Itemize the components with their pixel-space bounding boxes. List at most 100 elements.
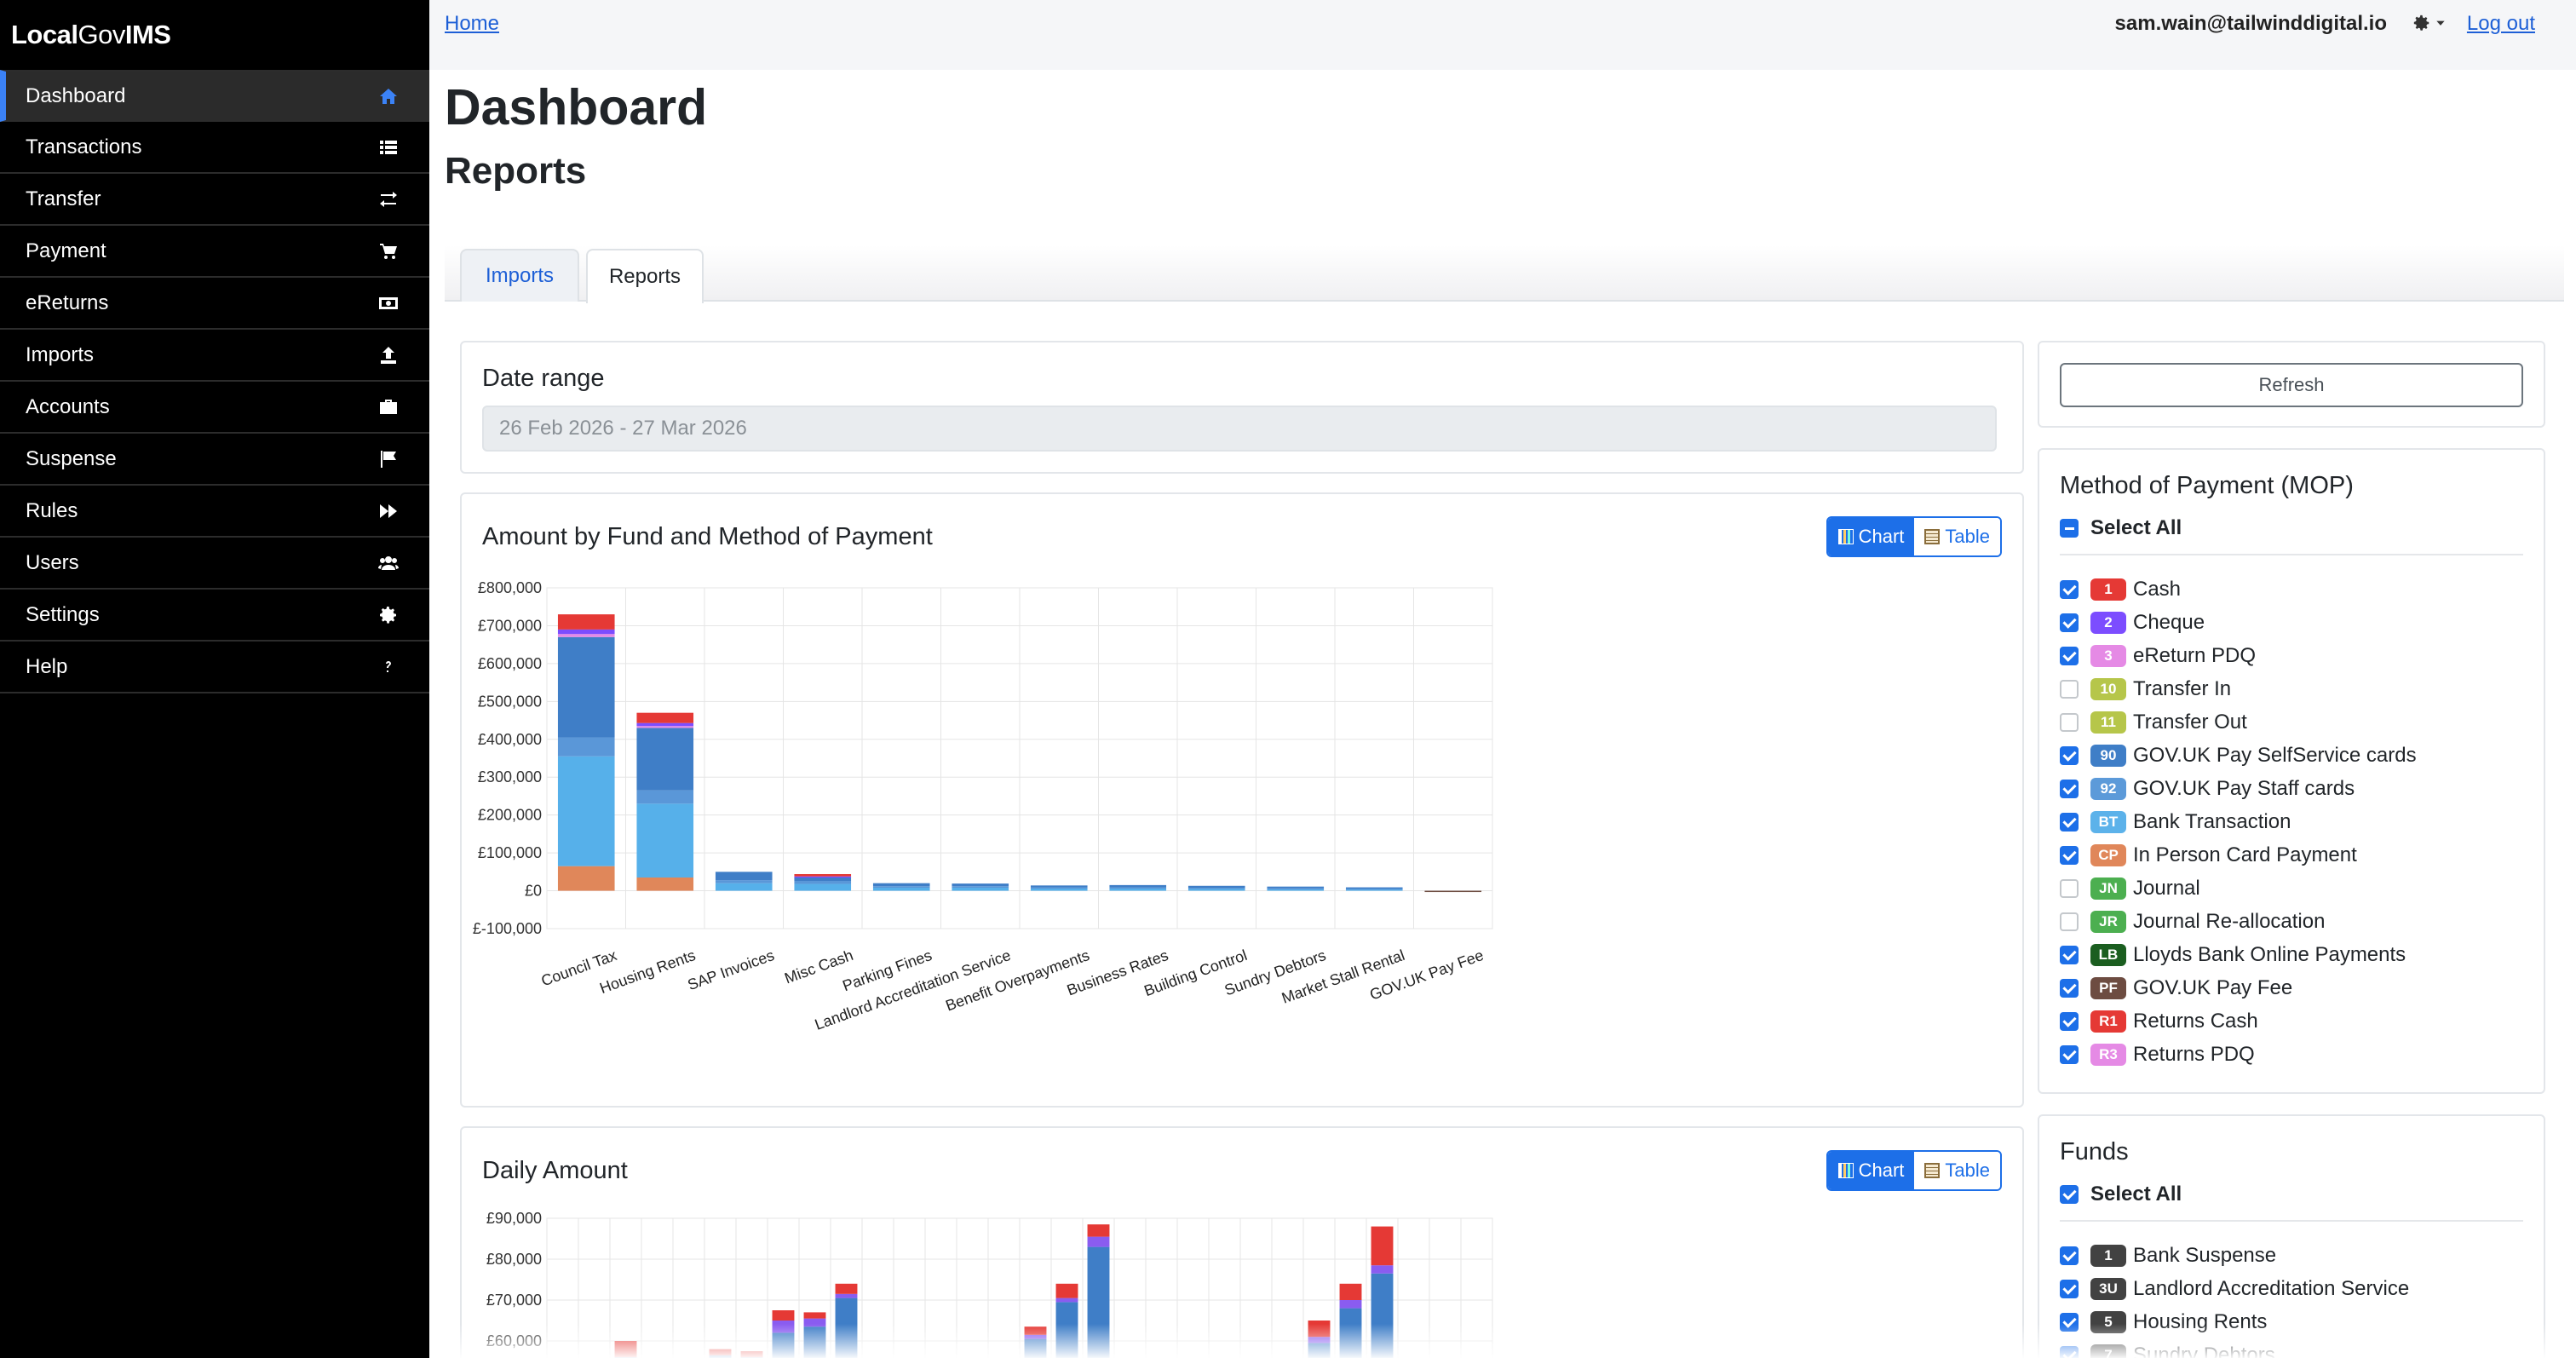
mop-option[interactable]: 92 GOV.UK Pay Staff cards	[2060, 774, 2355, 804]
home-link[interactable]: Home	[445, 12, 500, 35]
bar-segment	[1424, 890, 1482, 893]
code-badge: 3U	[2090, 1278, 2126, 1300]
option-checkbox[interactable]	[2060, 680, 2079, 699]
option-checkbox[interactable]	[2060, 912, 2079, 931]
users-icon	[378, 555, 399, 570]
bar-segment	[1109, 888, 1167, 891]
sidebar-item-dashboard[interactable]: Dashboard	[0, 70, 429, 122]
bar-segment	[772, 1310, 795, 1321]
option-checkbox[interactable]	[2060, 1012, 2079, 1031]
sidebar-item-payment[interactable]: Payment	[0, 226, 429, 278]
bar-segment	[715, 883, 773, 891]
y-tick-label: £90,000	[486, 1210, 542, 1227]
table-view-button-daily[interactable]: Table	[1914, 1152, 2000, 1189]
sidebar-item-label: Transactions	[26, 135, 142, 158]
option-checkbox[interactable]	[2060, 647, 2079, 665]
mop-option[interactable]: LB Lloyds Bank Online Payments	[2060, 940, 2406, 970]
chart-view-button[interactable]: Chart	[1827, 518, 1915, 555]
sidebar-item-settings[interactable]: Settings	[0, 590, 429, 642]
bar-segment	[1267, 889, 1325, 891]
option-checkbox[interactable]	[2060, 1280, 2079, 1298]
gear-icon	[380, 606, 396, 624]
code-badge: BT	[2090, 811, 2126, 833]
mop-filter-title: Method of Payment (MOP)	[2060, 472, 2354, 499]
bar-segment	[557, 614, 615, 630]
sidebar-item-imports[interactable]: Imports	[0, 330, 429, 382]
bar-segment	[835, 1293, 858, 1298]
select-all-label: Select All	[2090, 516, 2182, 539]
code-badge: 3	[2090, 645, 2126, 667]
option-checkbox[interactable]	[2060, 713, 2079, 732]
option-checkbox[interactable]	[2060, 879, 2079, 898]
mop-option[interactable]: 11 Transfer Out	[2060, 707, 2247, 738]
mop-option[interactable]: CP In Person Card Payment	[2060, 840, 2357, 871]
option-checkbox[interactable]	[2060, 1246, 2079, 1265]
sidebar-item-help[interactable]: Help	[0, 642, 429, 693]
gear-icon	[2413, 14, 2429, 31]
refresh-button[interactable]: Refresh	[2060, 363, 2523, 407]
funds-option[interactable]: 1 Bank Suspense	[2060, 1240, 2276, 1271]
code-badge: 10	[2090, 678, 2126, 700]
logout-link[interactable]: Log out	[2466, 12, 2535, 35]
sidebar-item-accounts[interactable]: Accounts	[0, 382, 429, 434]
sidebar-item-label: Settings	[26, 602, 100, 626]
settings-dropdown[interactable]	[2412, 14, 2447, 32]
brand-part-local: Local	[11, 20, 78, 49]
mop-option[interactable]: R3 Returns PDQ	[2060, 1039, 2255, 1070]
sidebar-item-label: Accounts	[26, 394, 110, 418]
bar-segment	[557, 756, 615, 866]
tab-imports[interactable]: Imports	[460, 249, 579, 302]
flag-icon	[381, 450, 396, 468]
table-view-label: Table	[1945, 1159, 1990, 1181]
sidebar-item-suspense[interactable]: Suspense	[0, 434, 429, 486]
brand-logo[interactable]: Local Gov IMS	[0, 0, 429, 70]
bar-segment	[952, 886, 1009, 888]
option-checkbox[interactable]	[2060, 746, 2079, 765]
option-checkbox[interactable]	[2060, 580, 2079, 599]
chart-view-button-daily[interactable]: Chart	[1827, 1152, 1915, 1189]
y-tick-label: £400,000	[478, 731, 542, 748]
tab-reports[interactable]: Reports	[586, 249, 704, 303]
option-checkbox[interactable]	[2060, 979, 2079, 998]
mop-option[interactable]: PF GOV.UK Pay Fee	[2060, 973, 2292, 1004]
option-checkbox[interactable]	[2060, 780, 2079, 798]
divider	[2060, 554, 2523, 555]
select-all-checkbox[interactable]	[2060, 1185, 2079, 1204]
page-title: Dashboard	[445, 79, 708, 135]
sidebar-item-ereturns[interactable]: eReturns	[0, 278, 429, 330]
date-range-input[interactable]: 26 Feb 2026 - 27 Mar 2026	[482, 406, 1997, 452]
y-tick-label: £600,000	[478, 655, 542, 672]
sidebar-item-rules[interactable]: Rules	[0, 486, 429, 538]
option-checkbox[interactable]	[2060, 613, 2079, 632]
mop-option[interactable]: 2 Cheque	[2060, 607, 2205, 638]
option-label: GOV.UK Pay SelfService cards	[2133, 744, 2417, 767]
option-checkbox[interactable]	[2060, 813, 2079, 831]
mop-option[interactable]: 3 eReturn PDQ	[2060, 641, 2256, 671]
sidebar: Local Gov IMS Dashboard Transactions Transf…	[0, 0, 429, 1358]
chart-view-label: Chart	[1858, 526, 1905, 547]
option-checkbox[interactable]	[2060, 846, 2079, 865]
option-checkbox[interactable]	[2060, 1045, 2079, 1064]
mop-select-all[interactable]: Select All	[2060, 513, 2182, 544]
mop-option[interactable]: JN Journal	[2060, 873, 2200, 904]
funds-select-all[interactable]: Select All	[2060, 1179, 2182, 1210]
bar-segment	[794, 883, 852, 891]
x-tick-label: SAP Invoices	[685, 947, 776, 993]
mop-option[interactable]: R1 Returns Cash	[2060, 1006, 2258, 1037]
mop-option[interactable]: BT Bank Transaction	[2060, 807, 2291, 837]
mop-option[interactable]: 90 GOV.UK Pay SelfService cards	[2060, 740, 2417, 771]
bar-segment	[715, 872, 773, 881]
sidebar-item-users[interactable]: Users	[0, 538, 429, 590]
mop-option[interactable]: 1 Cash	[2060, 574, 2181, 605]
select-all-checkbox[interactable]	[2060, 519, 2079, 538]
bar-segment	[1345, 887, 1403, 889]
sidebar-item-transactions[interactable]: Transactions	[0, 122, 429, 174]
mop-option[interactable]: 10 Transfer In	[2060, 674, 2231, 705]
bar-segment	[557, 634, 615, 637]
option-checkbox[interactable]	[2060, 946, 2079, 964]
bar-segment	[1187, 888, 1245, 889]
table-view-button[interactable]: Table	[1914, 518, 2000, 555]
sidebar-item-transfer[interactable]: Transfer	[0, 174, 429, 226]
mop-option[interactable]: JR Journal Re-allocation	[2060, 906, 2325, 937]
funds-option[interactable]: 3U Landlord Accreditation Service	[2060, 1274, 2409, 1304]
